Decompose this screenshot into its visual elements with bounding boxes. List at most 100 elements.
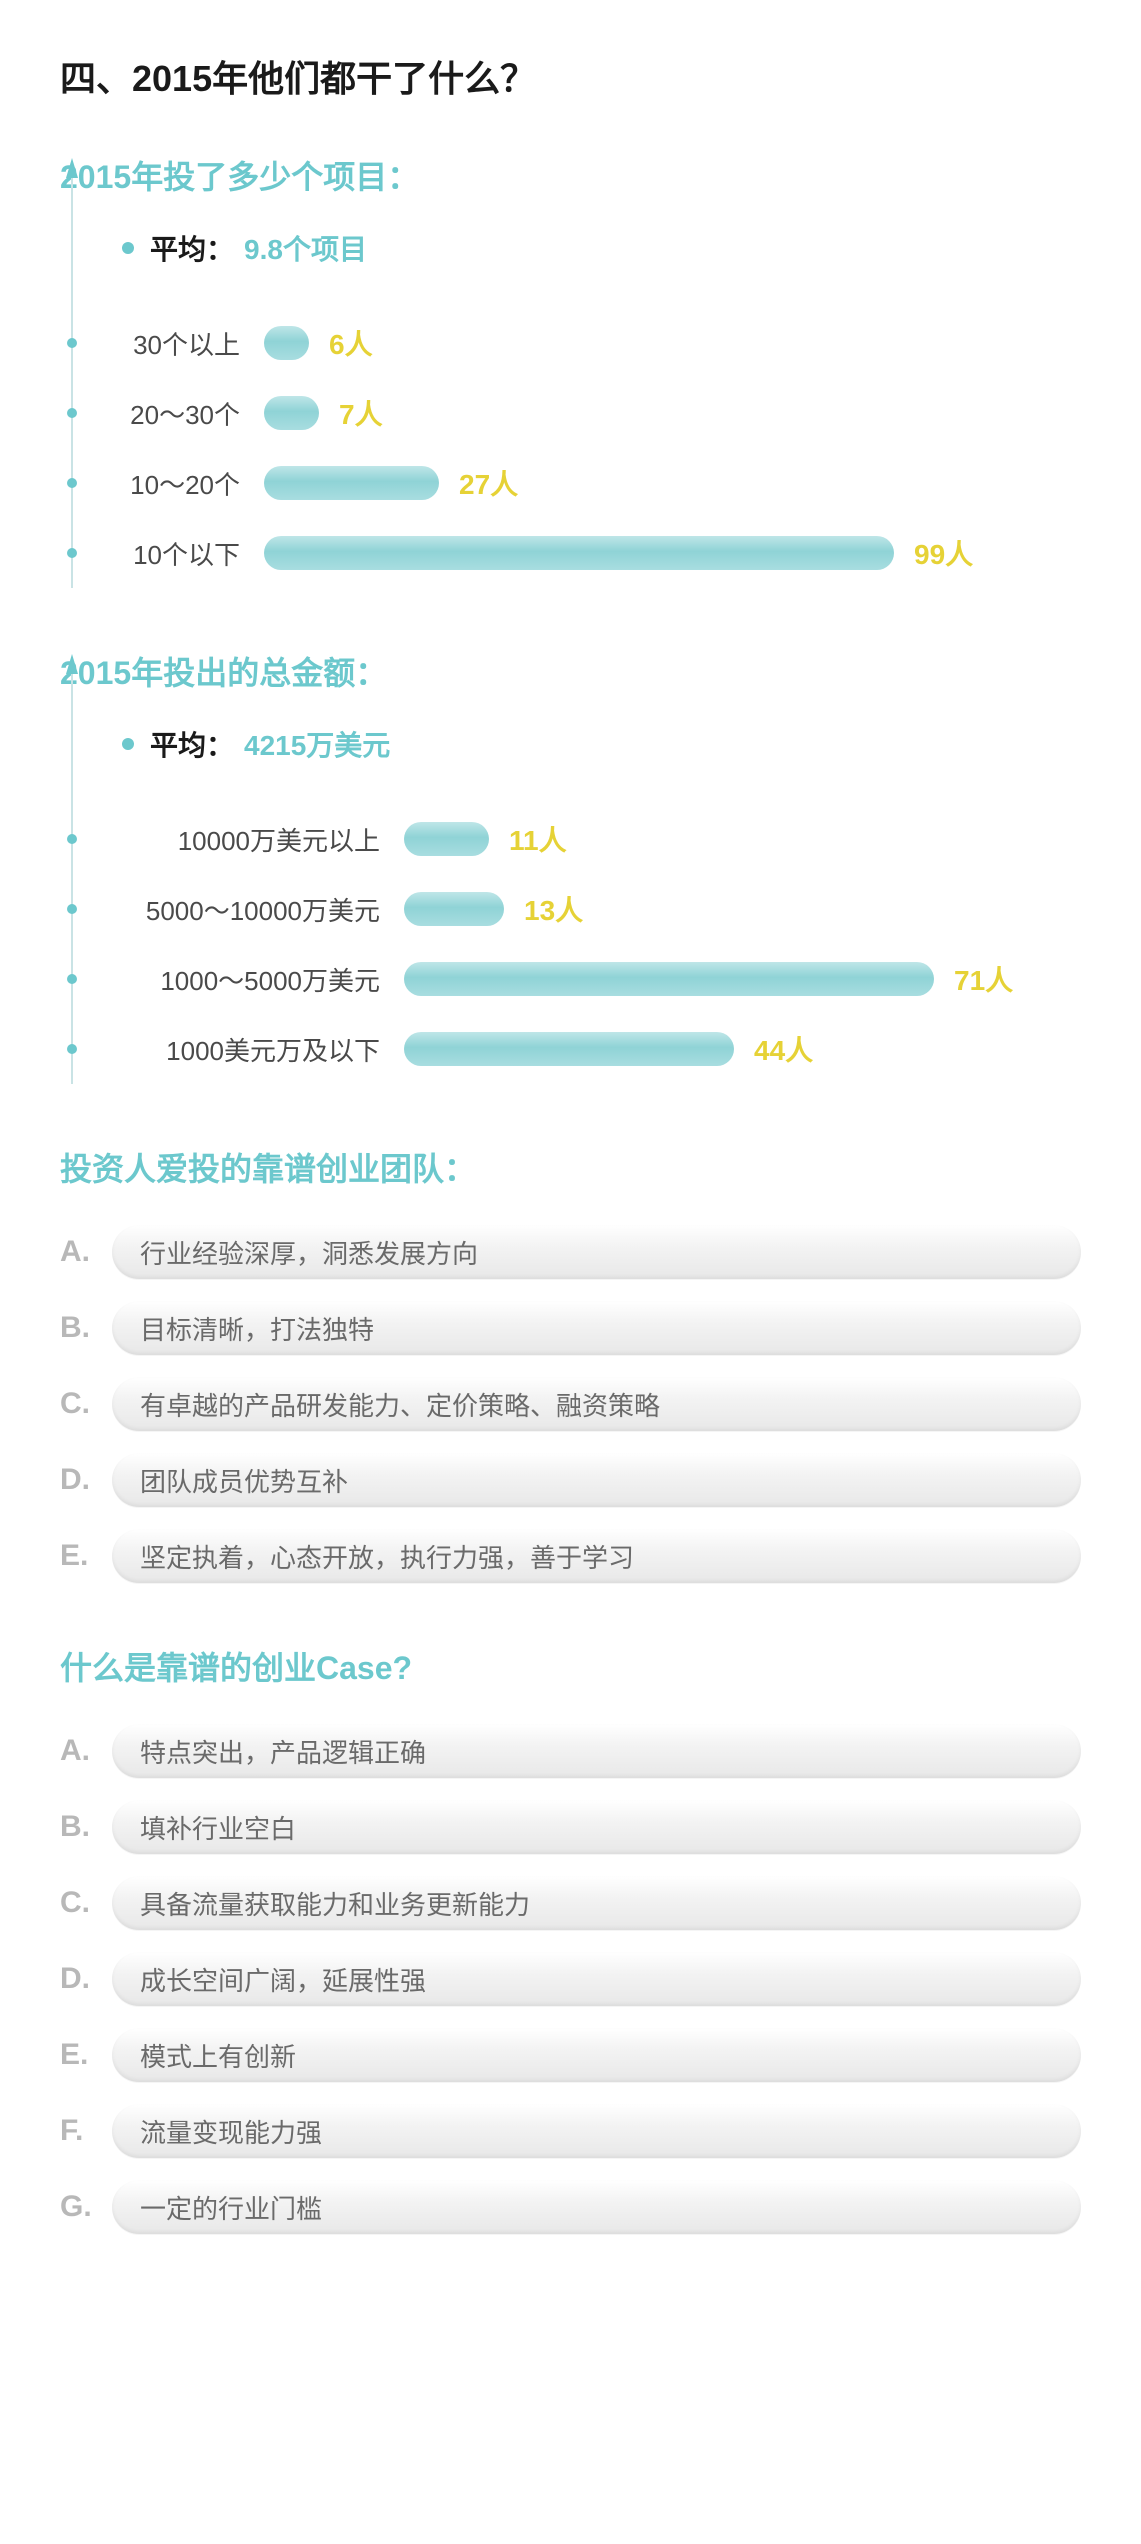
bar-label: 1000～5000万美元 <box>94 961 404 998</box>
bar-value: 13人 <box>524 889 583 929</box>
list-item: G. 一定的行业门槛 <box>60 2180 1081 2234</box>
list-pill: 模式上有创新 <box>112 2028 1081 2082</box>
bar-label: 5000～10000万美元 <box>94 891 404 928</box>
list-letter: A. <box>60 1734 112 1768</box>
dot-icon <box>122 738 134 750</box>
axis-line <box>71 672 73 1084</box>
list-pill: 团队成员优势互补 <box>112 1453 1081 1507</box>
bar-row: 5000～10000万美元 13人 <box>94 874 1081 944</box>
list-pill: 有卓越的产品研发能力、定价策略、融资策略 <box>112 1377 1081 1431</box>
axis-arrow-icon <box>66 654 78 674</box>
list-letter: C. <box>60 1886 112 1920</box>
dot-icon <box>122 242 134 254</box>
list-item: C. 具备流量获取能力和业务更新能力 <box>60 1876 1081 1930</box>
dot-icon <box>67 1044 77 1054</box>
bar-value: 7人 <box>339 393 383 433</box>
main-title: 四、2015年他们都干了什么？ <box>60 50 1081 102</box>
list-letter: C. <box>60 1387 112 1421</box>
chart-amount-body: 平均： 4215万美元 10000万美元以上 11人 5000～10000万美元 13… <box>66 724 1081 1084</box>
bar-label: 10000万美元以上 <box>94 821 404 858</box>
bar-row: 10个以下99人 <box>94 518 1081 588</box>
bar <box>264 466 439 500</box>
list-pill: 成长空间广阔，延展性强 <box>112 1952 1081 2006</box>
axis-column <box>66 148 94 588</box>
list-item: E. 模式上有创新 <box>60 2028 1081 2082</box>
list-pill: 填补行业空白 <box>112 1800 1081 1854</box>
list-case: 什么是靠谱的创业Case? A.特点突出，产品逻辑正确B.填补行业空白C.具备流… <box>60 1643 1081 2234</box>
bar <box>404 892 504 926</box>
list-letter: F. <box>60 2114 112 2148</box>
axis-line <box>71 176 73 588</box>
list-letter: B. <box>60 1810 112 1844</box>
list-item: D. 成长空间广阔，延展性强 <box>60 1952 1081 2006</box>
dot-icon <box>67 548 77 558</box>
bar-row: 20～30个 7人 <box>94 378 1081 448</box>
list-text: 流量变现能力强 <box>140 2113 322 2150</box>
bar-label: 30个以上 <box>94 325 264 362</box>
list-pill: 行业经验深厚，洞悉发展方向 <box>112 1225 1081 1279</box>
list-text: 模式上有创新 <box>140 2037 296 2074</box>
list-text: 一定的行业门槛 <box>140 2189 322 2226</box>
bar-row: 10000万美元以上 11人 <box>94 804 1081 874</box>
avg-label: 平均： <box>150 228 234 268</box>
axis-column <box>66 644 94 1084</box>
list-pill: 特点突出，产品逻辑正确 <box>112 1724 1081 1778</box>
list-pill: 流量变现能力强 <box>112 2104 1081 2158</box>
bar-label: 10～20个 <box>94 465 264 502</box>
bar <box>264 326 309 360</box>
bar-value: 44人 <box>754 1029 813 1069</box>
bar-value: 71人 <box>954 959 1013 999</box>
list-item: D.团队成员优势互补 <box>60 1453 1081 1507</box>
bar <box>264 396 319 430</box>
bar-row: 30个以上 6人 <box>94 308 1081 378</box>
chart-amount: 2015年投出的总金额： 平均： 4215万美元 10000万美元以上 11人 50… <box>60 648 1081 1084</box>
avg-row: 平均： 9.8个项目 <box>122 228 1081 268</box>
bar-label: 10个以下 <box>94 535 264 572</box>
list-text: 具备流量获取能力和业务更新能力 <box>140 1885 530 1922</box>
bar <box>404 1032 734 1066</box>
avg-value: 9.8个项目 <box>244 228 367 268</box>
list-team-title: 投资人爱投的靠谱创业团队： <box>60 1144 1081 1190</box>
dot-icon <box>67 904 77 914</box>
list-letter: D. <box>60 1463 112 1497</box>
list-letter: A. <box>60 1235 112 1269</box>
avg-value: 4215万美元 <box>244 724 390 764</box>
list-pill: 具备流量获取能力和业务更新能力 <box>112 1876 1081 1930</box>
chart-projects: 2015年投了多少个项目： 平均： 9.8个项目 30个以上 6人 20～30个 7人… <box>60 152 1081 588</box>
dot-icon <box>67 478 77 488</box>
bar-value: 11人 <box>509 819 567 859</box>
list-pill: 坚定执着，心态开放，执行力强，善于学习 <box>112 1529 1081 1583</box>
chart-amount-title: 2015年投出的总金额： <box>60 648 1081 694</box>
bar <box>404 822 489 856</box>
list-letter: B. <box>60 1311 112 1345</box>
list-item: C.有卓越的产品研发能力、定价策略、融资策略 <box>60 1377 1081 1431</box>
list-letter: E. <box>60 1539 112 1573</box>
list-item: E. 坚定执着，心态开放，执行力强，善于学习 <box>60 1529 1081 1583</box>
dot-icon <box>67 408 77 418</box>
bar <box>404 962 934 996</box>
list-item: B.填补行业空白 <box>60 1800 1081 1854</box>
chart-projects-body: 平均： 9.8个项目 30个以上6人20～30个7人10～20个27人10个以下… <box>66 228 1081 588</box>
list-letter: G. <box>60 2190 112 2224</box>
list-text: 坚定执着，心态开放，执行力强，善于学习 <box>140 1538 634 1575</box>
bar-label: 20～30个 <box>94 395 264 432</box>
list-letter: D. <box>60 1962 112 1996</box>
avg-row: 平均： 4215万美元 <box>122 724 1081 764</box>
list-pill: 一定的行业门槛 <box>112 2180 1081 2234</box>
avg-label: 平均： <box>150 724 234 764</box>
list-item: A.行业经验深厚，洞悉发展方向 <box>60 1225 1081 1279</box>
list-item: B. 目标清晰，打法独特 <box>60 1301 1081 1355</box>
dot-icon <box>67 974 77 984</box>
axis-arrow-icon <box>66 158 78 178</box>
list-pill: 目标清晰，打法独特 <box>112 1301 1081 1355</box>
bar-value: 6人 <box>329 323 373 363</box>
bar-label: 1000美元万及以下 <box>94 1031 404 1068</box>
list-case-title: 什么是靠谱的创业Case? <box>60 1643 1081 1689</box>
list-text: 目标清晰，打法独特 <box>140 1310 374 1347</box>
list-team: 投资人爱投的靠谱创业团队： A.行业经验深厚，洞悉发展方向B.目标清晰，打法独特… <box>60 1144 1081 1583</box>
bar-row: 1000～5000万美元 71人 <box>94 944 1081 1014</box>
list-item: F. 流量变现能力强 <box>60 2104 1081 2158</box>
chart-projects-title: 2015年投了多少个项目： <box>60 152 1081 198</box>
list-letter: E. <box>60 2038 112 2072</box>
list-text: 成长空间广阔，延展性强 <box>140 1961 426 1998</box>
